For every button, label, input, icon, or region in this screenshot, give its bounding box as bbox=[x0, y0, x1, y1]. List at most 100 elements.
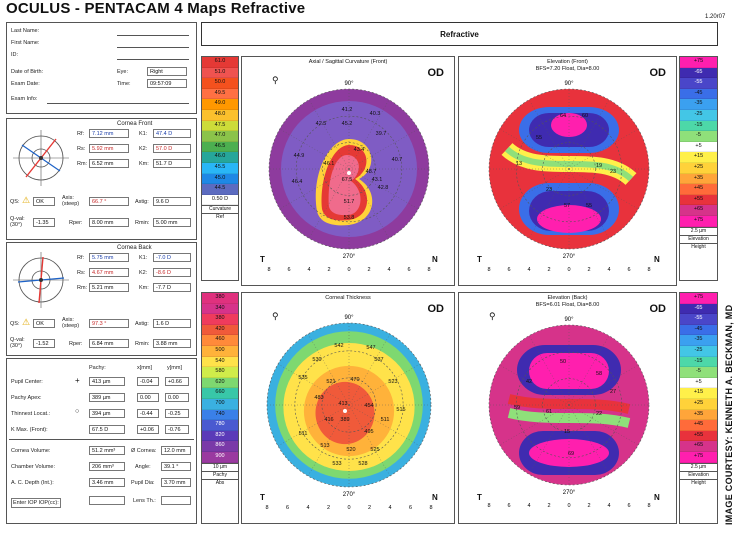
angle-label-bottom: 270° bbox=[343, 492, 356, 498]
pupil-dia-value: 3.70 mm bbox=[161, 478, 191, 487]
enter-iop-button[interactable]: Enter IOP IOP(cc): bbox=[11, 498, 61, 508]
map-value: 547 bbox=[366, 345, 375, 351]
scale-value: 45.0 bbox=[202, 173, 238, 185]
scale-value: +75 bbox=[680, 57, 717, 68]
lens-th-field[interactable] bbox=[161, 496, 191, 505]
pachy-row-y: +0.66 bbox=[165, 377, 189, 386]
scale-value: 740 bbox=[202, 409, 238, 421]
axis-tick: 4 bbox=[307, 267, 310, 273]
eye-field[interactable]: Right bbox=[147, 67, 187, 76]
map-value: 389 bbox=[340, 417, 349, 423]
elevation-back-map[interactable]: Elevation (Back) BFS=6.01 Float, Dia=8.0… bbox=[458, 292, 677, 524]
axis-tick: 2 bbox=[367, 267, 370, 273]
axis-tick: 6 bbox=[507, 503, 510, 509]
elevation-front-map[interactable]: Elevation (Front) BFS=7.20 Float, Dia=8.… bbox=[458, 56, 677, 286]
axis-tick: 2 bbox=[547, 503, 550, 509]
cb-qs-value: OK bbox=[33, 319, 55, 328]
scale-caption: 2.5 µm bbox=[680, 462, 717, 471]
map-value: 22 bbox=[596, 411, 602, 417]
angle-label-top: 90° bbox=[344, 315, 354, 321]
grid-spoke bbox=[499, 128, 570, 170]
time-field[interactable]: 09:57:09 bbox=[147, 79, 187, 88]
scale-value: +45 bbox=[680, 184, 717, 195]
pachy-col-header: Pachy: bbox=[89, 365, 106, 371]
scale-caption: Height bbox=[680, 478, 717, 487]
cb-rf-label: Rf: bbox=[77, 255, 85, 261]
map-value: 40.7 bbox=[392, 157, 403, 163]
tab-refractive[interactable]: Refractive bbox=[201, 22, 718, 46]
patient-panel: Last Name: First Name: ID: Date of Birth… bbox=[6, 22, 197, 114]
zone-red bbox=[315, 381, 375, 445]
map-title: Elevation (Front) bbox=[547, 59, 588, 65]
cb-qs-label: QS: bbox=[10, 321, 20, 327]
angle-label-bottom: 270° bbox=[563, 490, 576, 496]
chamber-volume-label: Chamber Volume: bbox=[11, 464, 56, 470]
pachy-row-x: -0.44 bbox=[137, 409, 159, 418]
axis-tick: 4 bbox=[306, 505, 309, 511]
zoom-icon[interactable]: ⚲ bbox=[272, 75, 279, 85]
first-name-label: First Name: bbox=[11, 40, 40, 46]
scale-value: +25 bbox=[680, 398, 717, 410]
cornea-front-title: Cornea Front bbox=[117, 121, 153, 127]
angle-label-top: 90° bbox=[564, 317, 574, 323]
divider bbox=[9, 439, 194, 440]
axis-tick: 4 bbox=[607, 503, 610, 509]
thickness-color-scale: 380 340 380 420 460 500 540 580 620 660 700 740 780 8… bbox=[201, 292, 239, 524]
scale-value: +15 bbox=[680, 388, 717, 399]
scale-value: -35 bbox=[680, 99, 717, 110]
scale-value: 51.0 bbox=[202, 67, 238, 79]
cornea-back-title: Cornea Back bbox=[117, 245, 152, 251]
grid-spoke bbox=[568, 128, 639, 170]
scale-value: +5 bbox=[680, 377, 717, 389]
grid-ring bbox=[542, 142, 596, 196]
scale-caption: Curvature bbox=[202, 205, 238, 214]
map-value: 55 bbox=[586, 203, 592, 209]
zone-green-band bbox=[504, 146, 634, 182]
id-field[interactable] bbox=[117, 59, 189, 60]
grid-spoke bbox=[499, 168, 570, 210]
corneal-thickness-map[interactable]: Corneal Thickness OD ⚲ 90° 270° 8 6 4 2 0 2 4 6 8 5… bbox=[241, 292, 455, 524]
x-col-header: x[mm] bbox=[137, 365, 152, 371]
axial-curvature-map[interactable]: Axial / Sagittal Curvature (Front) OD ⚲ … bbox=[241, 56, 455, 286]
first-name-field[interactable] bbox=[117, 47, 189, 48]
cornea-back-diagram bbox=[13, 252, 69, 308]
map-value: 416 bbox=[324, 417, 333, 423]
cb-astig-value: 1.6 D bbox=[153, 319, 191, 328]
map-value: 511 bbox=[299, 431, 308, 437]
acd-value: 3.46 mm bbox=[89, 478, 125, 487]
scale-value: 340 bbox=[202, 303, 238, 315]
cf-qval-label: Q-val: (30°) bbox=[10, 216, 25, 228]
zoom-icon[interactable]: ⚲ bbox=[272, 311, 279, 321]
cf-rper-value: 8.00 mm bbox=[89, 218, 129, 227]
map-value: 470 bbox=[350, 377, 359, 383]
eye-label: OD bbox=[427, 303, 445, 315]
cb-rper-value: 6.84 mm bbox=[89, 339, 129, 348]
scale-value: +25 bbox=[680, 162, 717, 174]
scale-value: 620 bbox=[202, 377, 238, 389]
temporal-label: T bbox=[477, 493, 482, 502]
scale-value: 420 bbox=[202, 324, 238, 336]
grid-ring bbox=[322, 142, 376, 196]
axis-tick: 0 bbox=[567, 503, 570, 509]
axis-tick: 8 bbox=[647, 503, 650, 509]
exam-info-field[interactable] bbox=[47, 103, 189, 104]
scale-value: 900 bbox=[202, 451, 238, 463]
map-value: 511 bbox=[381, 417, 390, 423]
scale-value: +5 bbox=[680, 141, 717, 153]
map-value: 513 bbox=[320, 443, 329, 449]
iop-field[interactable] bbox=[89, 496, 125, 505]
nasal-label: N bbox=[654, 493, 660, 502]
cf-rm-value: 6.52 mm bbox=[89, 159, 129, 168]
map-value: 59 bbox=[514, 405, 520, 411]
map-value: 42.5 bbox=[316, 121, 327, 127]
last-name-field[interactable] bbox=[117, 35, 189, 36]
map-value: 57 bbox=[564, 203, 570, 209]
nasal-label: N bbox=[432, 255, 438, 264]
zoom-icon[interactable]: ⚲ bbox=[489, 311, 496, 321]
zone-magenta-top bbox=[551, 113, 587, 137]
cb-axis-label: Axis: (steep) bbox=[62, 317, 80, 329]
scale-value: 45.5 bbox=[202, 162, 238, 174]
cb-km-value: -7.7 D bbox=[153, 283, 191, 292]
map-value: 42.8 bbox=[378, 185, 389, 191]
